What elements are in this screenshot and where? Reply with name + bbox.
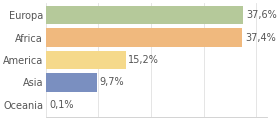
Bar bbox=[46, 51, 126, 69]
Text: 9,7%: 9,7% bbox=[99, 77, 124, 87]
Bar bbox=[46, 6, 244, 24]
Text: 15,2%: 15,2% bbox=[128, 55, 159, 65]
Text: 0,1%: 0,1% bbox=[49, 100, 73, 110]
Bar bbox=[46, 73, 97, 92]
Text: 37,6%: 37,6% bbox=[246, 10, 277, 20]
Text: 37,4%: 37,4% bbox=[245, 33, 276, 43]
Bar bbox=[46, 28, 242, 47]
